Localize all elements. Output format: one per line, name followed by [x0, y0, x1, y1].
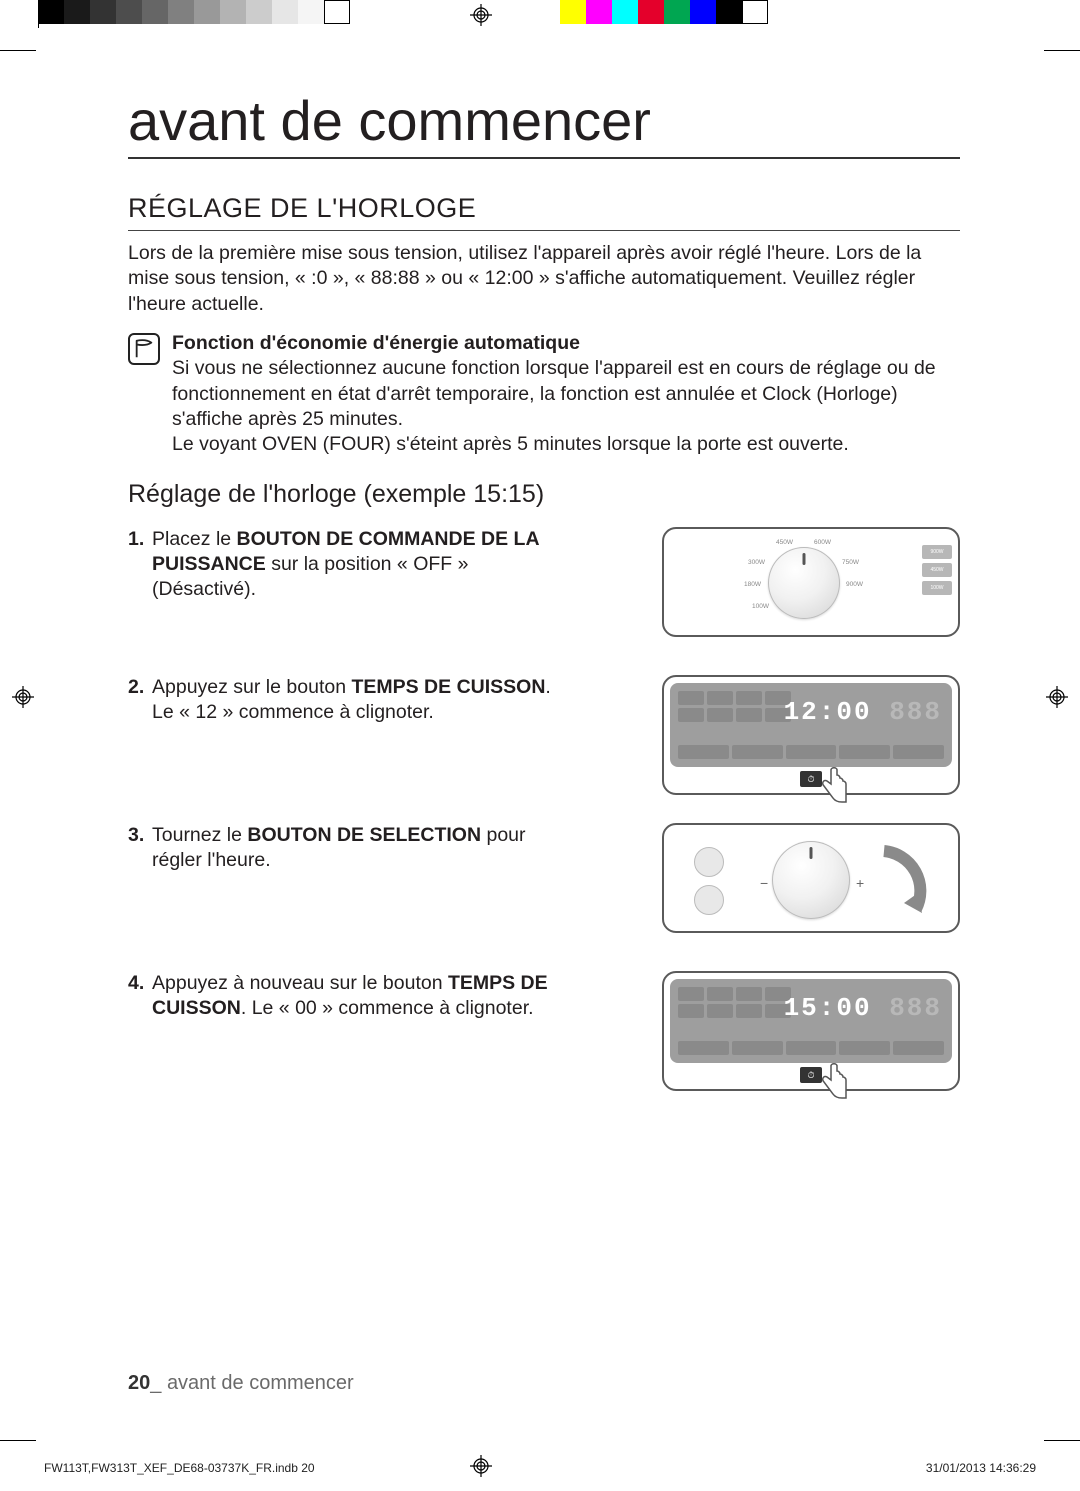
page-footer: 20_ avant de commencer	[128, 1372, 354, 1395]
color-swatch	[324, 0, 350, 24]
selection-dial-icon	[772, 841, 850, 919]
print-timestamp: 31/01/2013 14:36:29	[926, 1461, 1036, 1475]
color-swatch	[90, 0, 116, 24]
step-number: 1.	[128, 527, 152, 603]
step-text: 3. Tournez le BOUTON DE SELECTION pour r…	[128, 823, 566, 874]
note-title: Fonction d'économie d'énergie automatiqu…	[172, 332, 580, 354]
note-block: Fonction d'économie d'énergie automatiqu…	[128, 331, 960, 458]
note-line2: Le voyant OVEN (FOUR) s'éteint après 5 m…	[172, 433, 849, 455]
color-swatch	[586, 0, 612, 24]
color-swatch	[716, 0, 742, 24]
chapter-title: avant de commencer	[128, 88, 960, 159]
color-swatch	[64, 0, 90, 24]
color-swatch	[142, 0, 168, 24]
color-swatch	[194, 0, 220, 24]
step-row: 3. Tournez le BOUTON DE SELECTION pour r…	[128, 823, 960, 943]
registration-mark-icon	[1046, 686, 1068, 708]
color-swatch	[272, 0, 298, 24]
color-swatch	[220, 0, 246, 24]
illustration-power-knob: 100W 180W 300W 450W 600W 750W 900W 900W …	[662, 527, 960, 637]
step-row: 2. Appuyez sur le bouton TEMPS DE CUISSO…	[128, 675, 960, 795]
power-dial-icon	[768, 547, 840, 619]
crop-line	[1044, 1440, 1080, 1441]
plus-label: +	[856, 875, 864, 891]
step-row: 1. Placez le BOUTON DE COMMANDE DE LA PU…	[128, 527, 960, 647]
color-swatch	[664, 0, 690, 24]
step-number: 4.	[128, 971, 152, 1022]
intro-paragraph: Lors de la première mise sous tension, u…	[128, 241, 960, 317]
color-swatch	[38, 0, 64, 24]
color-swatch	[560, 0, 586, 24]
step-number: 3.	[128, 823, 152, 874]
crop-line	[38, 0, 39, 28]
registration-mark-icon	[470, 4, 492, 26]
illustration-display-panel: 12:00 888 ⏱	[662, 675, 960, 795]
color-swatch	[742, 0, 768, 24]
crop-line	[1044, 50, 1080, 51]
minus-label: −	[760, 875, 768, 891]
step-number: 2.	[128, 675, 152, 726]
small-button-icon	[694, 885, 724, 915]
note-text: Fonction d'économie d'énergie automatiqu…	[172, 331, 960, 458]
step-text: 1. Placez le BOUTON DE COMMANDE DE LA PU…	[128, 527, 566, 603]
step-text: 4. Appuyez à nouveau sur le bouton TEMPS…	[128, 971, 566, 1022]
manual-page: avant de commencer RÉGLAGE DE L'HORLOGE …	[0, 0, 1080, 1491]
hand-pointer-icon	[817, 766, 851, 811]
note-icon	[128, 333, 160, 365]
small-button-icon	[694, 847, 724, 877]
note-line1: Si vous ne sélectionnez aucune fonction …	[172, 357, 936, 430]
side-buttons: 900W 450W 100W	[922, 545, 952, 599]
color-swatch	[168, 0, 194, 24]
section-title: RÉGLAGE DE L'HORLOGE	[128, 193, 960, 231]
step-row: 4. Appuyez à nouveau sur le bouton TEMPS…	[128, 971, 960, 1091]
page-number: 20	[128, 1372, 150, 1394]
color-swatch	[638, 0, 664, 24]
illustration-selection-knob: − +	[662, 823, 960, 933]
illustration-display-panel: 15:00 888 ⏱	[662, 971, 960, 1091]
step-text: 2. Appuyez sur le bouton TEMPS DE CUISSO…	[128, 675, 566, 726]
rotate-arrow-icon	[876, 837, 930, 928]
subsection-title: Réglage de l'horloge (exemple 15:15)	[128, 480, 960, 509]
hand-pointer-icon	[817, 1062, 851, 1107]
printer-color-bars	[0, 0, 1080, 28]
color-swatch	[246, 0, 272, 24]
registration-mark-icon	[12, 686, 34, 708]
page-content: avant de commencer RÉGLAGE DE L'HORLOGE …	[128, 88, 960, 1119]
color-swatch	[612, 0, 638, 24]
crop-line	[0, 50, 36, 51]
color-swatch	[690, 0, 716, 24]
color-swatch	[116, 0, 142, 24]
color-swatch	[298, 0, 324, 24]
crop-line	[0, 1440, 36, 1441]
print-file: FW113T,FW313T_XEF_DE68-03737K_FR.indb 20	[44, 1461, 315, 1475]
print-footer: FW113T,FW313T_XEF_DE68-03737K_FR.indb 20…	[44, 1461, 1036, 1475]
step-list: 1. Placez le BOUTON DE COMMANDE DE LA PU…	[128, 527, 960, 1091]
footer-label: avant de commencer	[167, 1372, 354, 1394]
